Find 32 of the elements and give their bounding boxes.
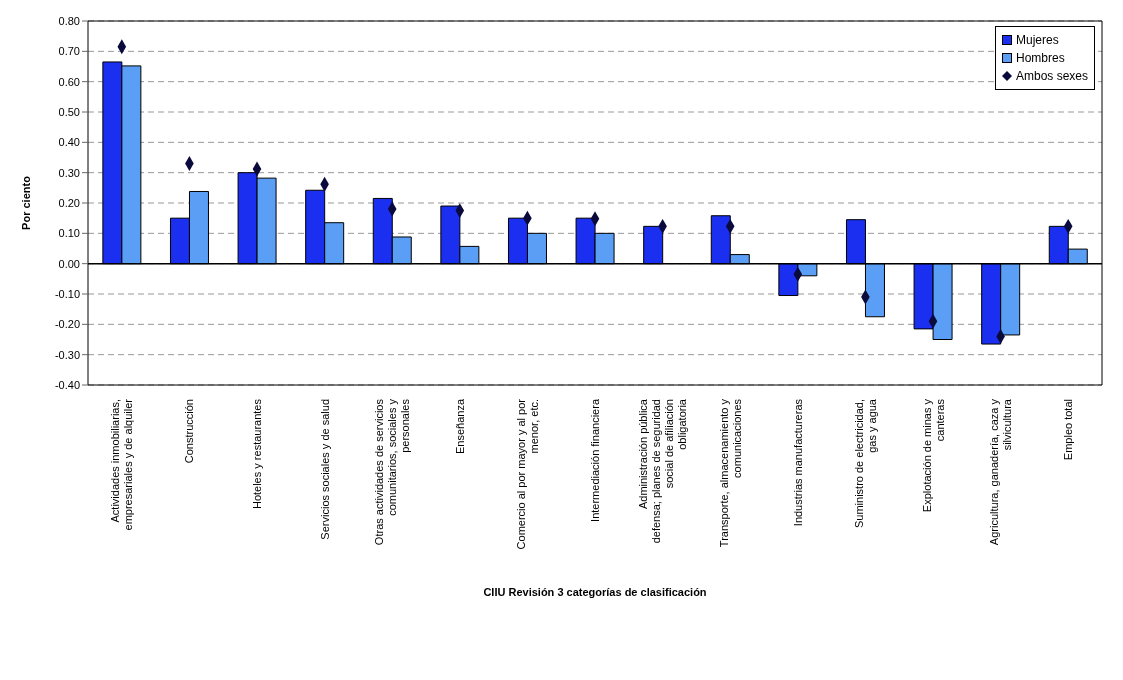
x-tick-label: Explotación de minas y canteras — [920, 398, 946, 513]
x-tick-label: Enseñanza — [453, 398, 466, 455]
x-tick-label: Otras actividades de servicios comunitarios, sociales y personales — [373, 398, 412, 546]
x-tick-label: Comercio al por mayor y al por menor, etc. — [514, 398, 540, 550]
y-tick-label: 0.40 — [58, 136, 80, 149]
y-tick-label: -0.40 — [54, 378, 80, 391]
x-tick-label: Intermediación financiera — [589, 398, 601, 522]
y-tick-label: 0.80 — [58, 14, 80, 27]
legend-label: Hombres — [1015, 50, 1065, 67]
x-tick-label: Suministro de electricidad, gas y agua — [852, 398, 878, 529]
x-tick-label: Hoteles y restaurantes — [251, 398, 263, 510]
x-tick-label: Empleo total — [1062, 399, 1075, 461]
y-tick-label: 0.50 — [58, 105, 80, 118]
y-axis-title: Por ciento — [19, 175, 32, 230]
x-tick-label: Agricultura, ganadería, caza y silvicultura — [988, 398, 1014, 546]
x-tick-label: Servicios sociales y de salud — [318, 399, 331, 540]
y-tick-label: 0.30 — [58, 166, 80, 179]
x-tick-label: Administración pública defensa; planes de seguridad social de afiliación obligatoria — [637, 398, 689, 544]
y-tick-label: 0.00 — [58, 257, 80, 270]
y-tick-label: 0.10 — [58, 227, 80, 240]
x-axis-title: CIIU Revisión 3 categorías de clasificación — [483, 586, 707, 598]
x-tick-label: Construcción — [183, 399, 196, 464]
y-tick-label: -0.20 — [54, 318, 80, 331]
y-tick-label: 0.60 — [58, 75, 80, 88]
legend-label: Ambos sexes — [1015, 68, 1088, 85]
x-tick-label: Industrias manufactureras — [791, 398, 804, 527]
legend-label: Mujeres — [1015, 32, 1059, 49]
y-tick-label: -0.30 — [54, 348, 80, 361]
x-tick-label: Actividades inmobiliarias, empresariales y de alquiler — [109, 398, 135, 531]
y-tick-label: 0.70 — [58, 45, 80, 58]
y-tick-label: 0.20 — [58, 196, 80, 209]
y-tick-label: -0.10 — [54, 287, 80, 300]
